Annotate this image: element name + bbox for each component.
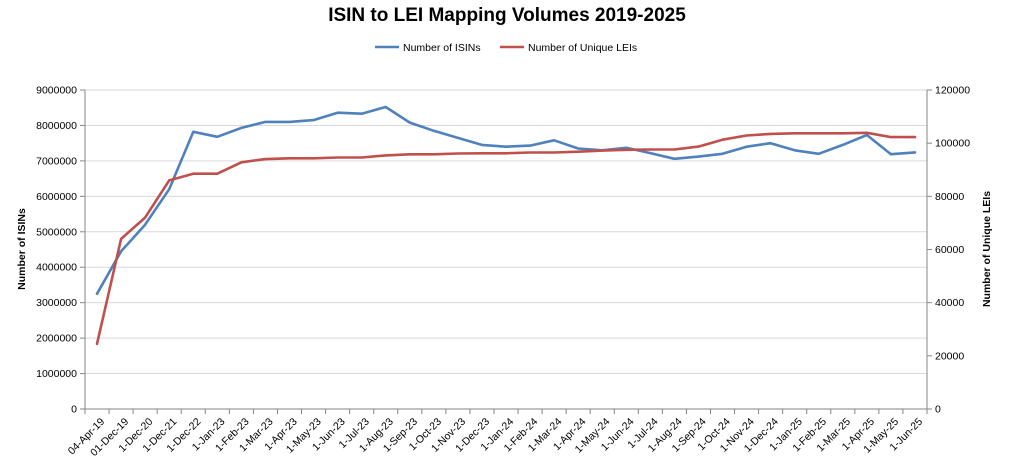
left-tick-label: 4000000 [36, 262, 77, 274]
legend-label: Number of Unique LEIs [528, 42, 637, 54]
y2-axis-title: Number of Unique LEIs [981, 191, 993, 307]
legend: Number of ISINs Number of Unique LEIs [375, 42, 637, 54]
left-axis-ticks: 0 1000000 2000000 3000000 4000000 5000000 6000… [36, 85, 77, 416]
right-tick-label: 60000 [935, 244, 964, 256]
left-tick-label: 3000000 [36, 297, 77, 309]
right-tick-label: 120000 [935, 85, 970, 97]
y-axis-title: Number of ISINs [16, 208, 28, 290]
series-line-1 [95, 131, 917, 346]
chart-title: ISIN to LEI Mapping Volumes 2019-2025 [328, 5, 686, 26]
left-tick-label: 1000000 [36, 368, 77, 380]
right-tick-label: 0 [935, 404, 941, 416]
axes [80, 89, 932, 414]
series-line-0 [95, 105, 917, 296]
right-tick-label: 100000 [935, 138, 970, 150]
left-tick-label: 9000000 [36, 85, 77, 97]
gridlines [85, 89, 927, 410]
left-tick-label: 8000000 [36, 120, 77, 132]
right-tick-label: 40000 [935, 297, 964, 309]
left-tick-label: 0 [71, 404, 77, 416]
legend-label: Number of ISINs [403, 42, 481, 54]
right-tick-label: 20000 [935, 350, 964, 362]
left-tick-label: 5000000 [36, 226, 77, 238]
left-tick-label: 2000000 [36, 333, 77, 345]
left-tick-label: 6000000 [36, 191, 77, 203]
left-tick-label: 7000000 [36, 155, 77, 167]
x-axis-ticks: 04-Apr-1901-Dec-191-Dec-201-Dec-211-Dec-… [66, 416, 926, 459]
series-group [95, 105, 917, 346]
right-axis-ticks: 0 20000 40000 60000 80000 100000 120000 [935, 85, 970, 416]
right-tick-label: 80000 [935, 191, 964, 203]
